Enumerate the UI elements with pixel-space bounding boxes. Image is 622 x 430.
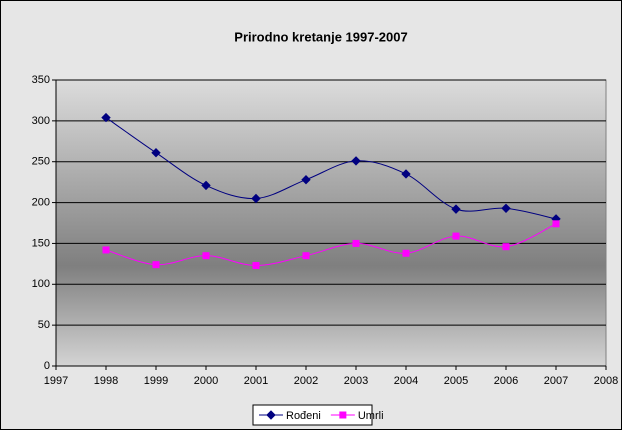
marker xyxy=(101,112,111,123)
x-tick-label: 2002 xyxy=(294,375,318,387)
marker xyxy=(151,148,161,158)
marker xyxy=(402,249,410,257)
marker xyxy=(202,252,210,260)
marker xyxy=(352,239,360,247)
marker xyxy=(301,174,311,185)
y-tick-label: 50 xyxy=(38,319,50,331)
marker xyxy=(266,410,276,420)
marker xyxy=(152,261,160,269)
marker xyxy=(452,232,460,240)
legend-label: Rođeni xyxy=(286,410,321,422)
marker xyxy=(502,243,510,251)
legend: Rođeni Umrli xyxy=(252,404,384,426)
y-tick-label: 0 xyxy=(44,360,50,372)
marker xyxy=(501,203,511,213)
x-tick-label: 2006 xyxy=(494,375,518,387)
marker xyxy=(302,252,310,260)
series-line xyxy=(105,117,557,220)
x-tick-label: 1998 xyxy=(94,375,118,387)
x-tick-label: 2007 xyxy=(544,375,568,387)
y-tick-label: 100 xyxy=(32,278,50,290)
marker xyxy=(252,261,260,269)
legend-box xyxy=(252,404,373,426)
x-tick-label: 2000 xyxy=(194,375,218,387)
plot-area xyxy=(55,79,607,367)
y-tick-label: 150 xyxy=(32,237,50,249)
x-tick-label: 2005 xyxy=(444,375,468,387)
x-tick-label: 2004 xyxy=(394,375,418,387)
y-tick-label: 250 xyxy=(32,156,50,168)
marker xyxy=(451,204,461,214)
y-tick-label: 300 xyxy=(32,115,50,127)
x-tick-label: 1999 xyxy=(144,375,168,387)
marker xyxy=(201,180,211,191)
marker xyxy=(552,220,560,228)
y-tick-label: 350 xyxy=(32,74,50,86)
x-tick-label: 2008 xyxy=(594,375,618,387)
marker xyxy=(251,193,261,204)
chart-title: Prirodno kretanje 1997-2007 xyxy=(234,29,407,44)
marker xyxy=(102,246,110,254)
x-tick-label: 2003 xyxy=(344,375,368,387)
marker xyxy=(339,411,347,419)
x-tick-label: 1997 xyxy=(44,375,68,387)
series-line xyxy=(105,223,557,266)
marker xyxy=(351,156,361,166)
marker xyxy=(401,169,411,179)
x-tick-label: 2001 xyxy=(244,375,268,387)
y-tick-label: 200 xyxy=(32,196,50,208)
legend-label: Umrli xyxy=(358,410,384,422)
